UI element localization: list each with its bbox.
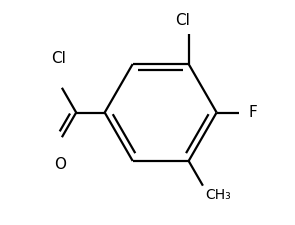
Text: CH₃: CH₃ <box>205 188 231 202</box>
Text: Cl: Cl <box>175 13 190 28</box>
Text: O: O <box>54 158 66 173</box>
Text: Cl: Cl <box>51 51 66 66</box>
Text: F: F <box>248 105 257 120</box>
